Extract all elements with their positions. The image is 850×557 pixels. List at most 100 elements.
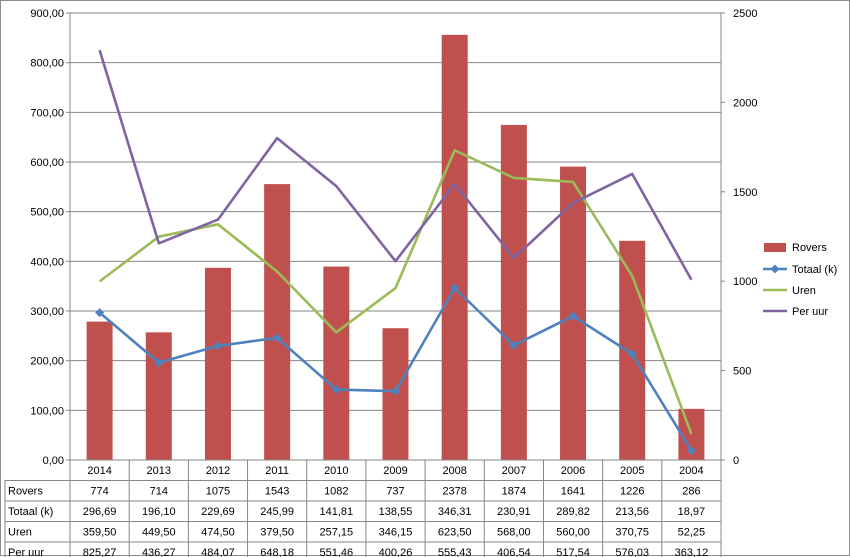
table-cell: 52,25 <box>678 527 706 539</box>
table-row-label: Rovers <box>8 486 43 498</box>
table-row-label: Per uur <box>8 547 44 557</box>
y-tick-label: 0,00 <box>43 455 64 467</box>
table-cell: 484,07 <box>201 547 235 557</box>
table-cell: 257,15 <box>319 527 353 539</box>
table-cell: 196,10 <box>142 506 176 518</box>
bar <box>86 321 113 460</box>
table-cell: 436,27 <box>142 547 176 557</box>
data-point <box>272 333 282 343</box>
legend-label: Per uur <box>792 306 828 318</box>
table-cell: 1874 <box>502 486 526 498</box>
data-point <box>686 446 696 456</box>
table-cell: 551,46 <box>319 547 353 557</box>
data-point <box>568 311 578 321</box>
series-line <box>98 49 693 281</box>
table-cell: 737 <box>386 486 404 498</box>
table-cell: 517,54 <box>556 547 590 557</box>
table-cell: 1226 <box>620 486 644 498</box>
y-tick-label: 300,00 <box>30 306 64 318</box>
table-cell: 1075 <box>206 486 230 498</box>
y2-tick-label: 0 <box>733 455 739 467</box>
table-cell: 346,31 <box>438 506 472 518</box>
table-cell: 346,15 <box>379 527 413 539</box>
legend-marker <box>770 264 780 274</box>
bar <box>441 34 468 460</box>
data-point <box>509 340 519 350</box>
table-cell: 774 <box>90 486 108 498</box>
table-cell: 449,50 <box>142 527 176 539</box>
table-cell: 568,00 <box>497 527 531 539</box>
x-tick-label: 2008 <box>442 465 466 477</box>
x-tick-label: 2012 <box>206 465 230 477</box>
table-cell: 230,91 <box>497 506 531 518</box>
x-tick-label: 2005 <box>620 465 644 477</box>
y-tick-label: 500,00 <box>30 207 64 219</box>
table-cell: 370,75 <box>615 527 649 539</box>
y-tick-label: 700,00 <box>30 107 64 119</box>
table-cell: 363,12 <box>675 547 709 557</box>
table-cell: 2378 <box>442 486 466 498</box>
table-cell: 406,54 <box>497 547 531 557</box>
table-cell: 213,56 <box>615 506 649 518</box>
table-cell: 555,43 <box>438 547 472 557</box>
x-tick-label: 2011 <box>265 465 289 477</box>
data-point <box>450 283 460 293</box>
table-cell: 289,82 <box>556 506 590 518</box>
y2-tick-label: 1500 <box>733 187 757 199</box>
table-cell: 576,03 <box>615 547 649 557</box>
x-tick-label: 2009 <box>383 465 407 477</box>
y-tick-label: 100,00 <box>30 405 64 417</box>
x-tick-label: 2013 <box>147 465 171 477</box>
legend-label: Uren <box>792 285 816 297</box>
table-row-label: Totaal (k) <box>8 506 53 518</box>
legend-label: Rovers <box>792 242 827 254</box>
data-point <box>627 349 637 359</box>
y-tick-label: 600,00 <box>30 157 64 169</box>
bar <box>204 267 231 460</box>
table-cell: 560,00 <box>556 527 590 539</box>
data-point <box>213 341 223 351</box>
table-cell: 229,69 <box>201 506 235 518</box>
table-cell: 825,27 <box>83 547 117 557</box>
table-cell: 296,69 <box>83 506 117 518</box>
table-cell: 474,50 <box>201 527 235 539</box>
table-cell: 379,50 <box>260 527 294 539</box>
bar <box>500 124 527 460</box>
y-tick-label: 900,00 <box>30 8 64 20</box>
legend-label: Totaal (k) <box>792 264 837 276</box>
table-cell: 714 <box>150 486 168 498</box>
y2-tick-label: 2500 <box>733 8 757 20</box>
table-cell: 245,99 <box>260 506 294 518</box>
table-cell: 18,97 <box>678 506 706 518</box>
table-cell: 1543 <box>265 486 289 498</box>
table-cell: 400,26 <box>379 547 413 557</box>
y2-tick-label: 500 <box>733 366 751 378</box>
bar <box>323 266 350 460</box>
table-row-label: Uren <box>8 527 32 539</box>
table-cell: 1641 <box>561 486 585 498</box>
data-point <box>154 358 164 368</box>
data-point <box>331 385 341 395</box>
data-point <box>95 308 105 318</box>
table-cell: 141,81 <box>319 506 353 518</box>
y-tick-label: 400,00 <box>30 256 64 268</box>
y-tick-label: 200,00 <box>30 356 64 368</box>
x-tick-label: 2010 <box>324 465 348 477</box>
table-cell: 138,55 <box>379 506 413 518</box>
bar <box>264 184 291 460</box>
data-point <box>391 386 400 396</box>
y2-tick-label: 2000 <box>733 97 757 109</box>
table-cell: 286 <box>682 486 700 498</box>
bar <box>145 332 172 460</box>
x-tick-label: 2007 <box>502 465 526 477</box>
table-cell: 648,18 <box>260 547 294 557</box>
table-cell: 359,50 <box>83 527 117 539</box>
y-tick-label: 800,00 <box>30 58 64 70</box>
legend-swatch <box>764 243 786 252</box>
y2-tick-label: 1000 <box>733 276 757 288</box>
x-tick-label: 2014 <box>87 465 111 477</box>
table-cell: 623,50 <box>438 527 472 539</box>
x-tick-label: 2006 <box>561 465 585 477</box>
